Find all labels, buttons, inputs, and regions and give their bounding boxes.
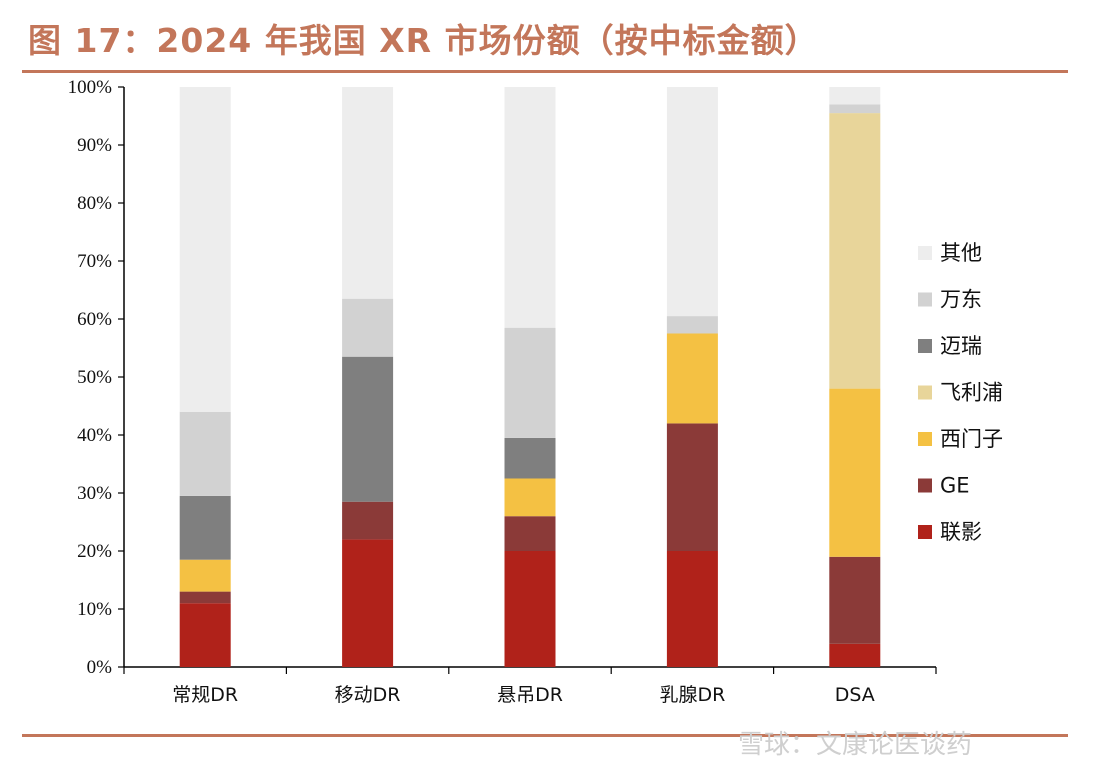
legend-item: 迈瑞 — [918, 334, 982, 358]
legend-swatch — [918, 478, 932, 493]
bar-segment — [829, 556, 881, 644]
bar-segment — [504, 478, 556, 517]
legend-item: 西门子 — [918, 427, 1003, 451]
y-tick-label: 0% — [87, 657, 113, 678]
legend-swatch — [918, 385, 932, 400]
axes: 0% 10% 20% 30% 40% 50% 60% 70% 80% 90% 100% 常规DR 移动D… — [68, 77, 937, 706]
bar-stack — [504, 87, 556, 667]
legend-item: 联影 — [918, 520, 982, 544]
bar-segment — [179, 87, 231, 412]
bar-segment — [504, 87, 556, 328]
x-category-label: 移动DR — [335, 684, 401, 706]
bar-segment — [179, 559, 231, 592]
legend-label: 飞利浦 — [940, 381, 1003, 405]
x-category-label: 常规DR — [172, 684, 238, 706]
footer-rule — [22, 734, 1068, 737]
bar-stack — [342, 87, 394, 667]
legend-label: 西门子 — [940, 427, 1003, 451]
bar-segment — [666, 316, 718, 334]
title-underline — [22, 70, 1068, 73]
y-tick-label: 80% — [77, 193, 112, 214]
bar-segment — [179, 603, 231, 667]
y-tick-label: 60% — [77, 309, 112, 330]
x-category-label: DSA — [835, 684, 875, 706]
bar-segment — [504, 327, 556, 438]
bar-segment — [666, 87, 718, 317]
legend-label: GE — [940, 474, 970, 498]
legend-swatch — [918, 339, 932, 353]
bar-stack — [179, 87, 231, 667]
bar-segment — [342, 298, 394, 357]
bar-segment — [829, 643, 881, 667]
legend-item: 其他 — [918, 241, 982, 265]
bars — [179, 87, 881, 667]
y-tick-label: 20% — [77, 541, 112, 562]
legend-swatch — [918, 246, 932, 260]
legend-item: GE — [918, 474, 970, 498]
legend-swatch — [918, 525, 932, 539]
legend-label: 迈瑞 — [940, 334, 982, 358]
bar-segment — [829, 87, 881, 105]
bar-segment — [179, 591, 231, 604]
bar-segment — [829, 388, 881, 557]
y-tick-label: 30% — [77, 483, 112, 504]
bar-segment — [342, 501, 394, 540]
bar-segment — [666, 423, 718, 551]
y-tick-label: 10% — [77, 599, 112, 620]
bar-segment — [829, 104, 881, 114]
bar-segment — [179, 495, 231, 560]
legend-item: 飞利浦 — [918, 381, 1003, 405]
chart-title: 图 17：2024 年我国 XR 市场份额（按中标金额） — [28, 21, 819, 60]
legend-label: 万东 — [940, 288, 982, 312]
y-tick-label: 50% — [77, 367, 112, 388]
legend-label: 其他 — [940, 241, 982, 265]
legend-swatch — [918, 432, 932, 446]
legend-swatch — [918, 292, 932, 307]
bar-segment — [342, 87, 394, 299]
bar-segment — [342, 356, 394, 502]
bar-segment — [179, 411, 231, 496]
bar-segment — [504, 516, 556, 551]
x-category-label: 悬吊DR — [497, 684, 563, 706]
bar-segment — [666, 551, 718, 667]
legend-label: 联影 — [940, 520, 982, 544]
bar-segment — [342, 539, 394, 667]
y-tick-label: 90% — [77, 135, 112, 156]
bar-segment — [666, 333, 718, 424]
bar-stack — [829, 87, 881, 667]
bar-segment — [504, 551, 556, 667]
watermark-text: 雪球：文康论医谈药 — [738, 730, 973, 760]
bar-segment — [829, 113, 881, 389]
bar-stack — [666, 87, 718, 667]
x-category-label: 乳腺DR — [659, 684, 725, 706]
legend-item: 万东 — [918, 288, 982, 312]
y-tick-label: 100% — [68, 77, 113, 98]
bar-segment — [504, 437, 556, 479]
y-tick-label: 70% — [77, 251, 112, 272]
y-tick-label: 40% — [77, 425, 112, 446]
